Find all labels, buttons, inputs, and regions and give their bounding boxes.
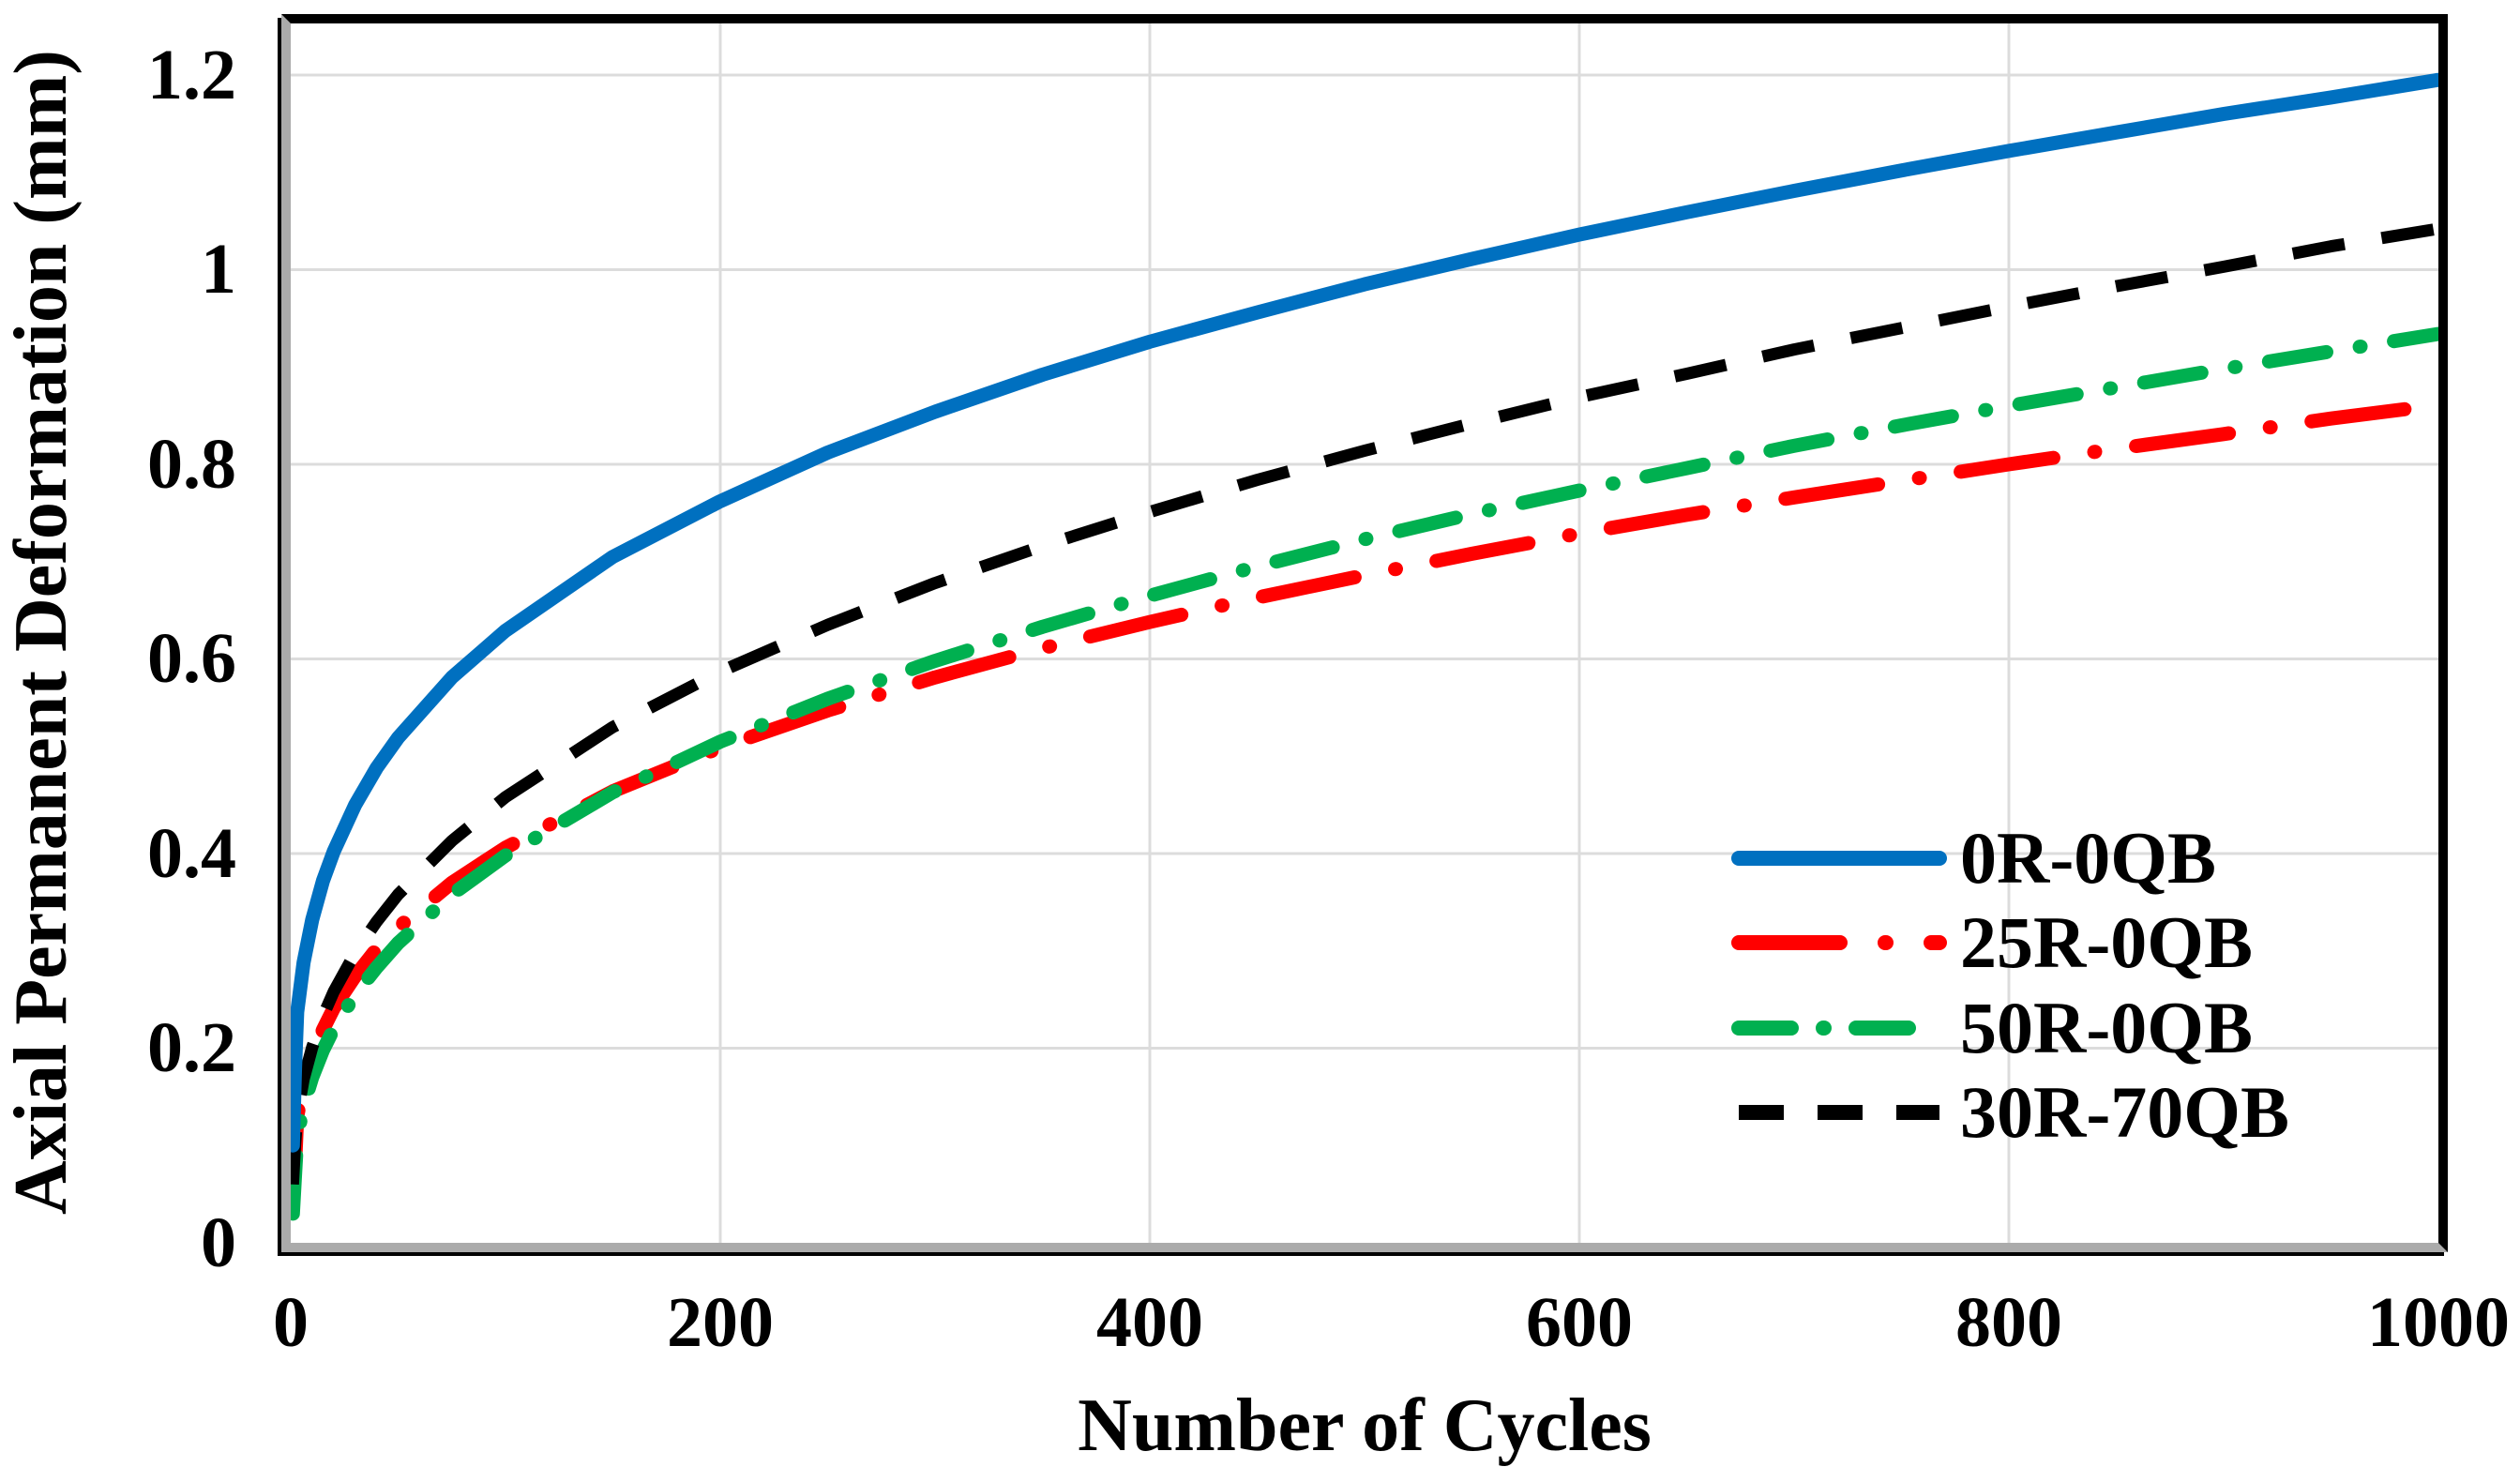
legend-label: 30R-70QB	[1960, 1071, 2289, 1153]
y-tick-label: 0.2	[147, 1008, 236, 1088]
legend-line-sample	[1731, 935, 1947, 950]
x-tick-label: 400	[1096, 1283, 1203, 1362]
series-line-50R-0QB	[291, 326, 2438, 1221]
x-tick-label: 0	[273, 1283, 309, 1362]
legend-label: 25R-0QB	[1960, 901, 2253, 983]
legend-item-30R-70QB: 30R-70QB	[1731, 1070, 2289, 1155]
x-tick-label: 1000	[2367, 1283, 2510, 1362]
legend-item-0R-0QB: 0R-0QB	[1731, 816, 2216, 900]
x-tick-label: 800	[1955, 1283, 2062, 1362]
legend-label: 50R-0QB	[1960, 987, 2253, 1068]
x-tick-label: 200	[667, 1283, 774, 1362]
y-tick-label: 0.8	[147, 424, 236, 504]
legend-item-25R-0QB: 25R-0QB	[1731, 900, 2253, 985]
y-axis-title: Axial Permanent Deformation (mm)	[0, 50, 83, 1215]
y-tick-label: 0	[201, 1203, 236, 1282]
x-tick-label: 600	[1526, 1283, 1633, 1362]
legend-label: 0R-0QB	[1960, 817, 2216, 899]
series-line-0R-0QB	[291, 72, 2438, 1153]
x-axis-title: Number of Cycles	[1078, 1384, 1652, 1467]
legend-line-sample	[1731, 851, 1947, 866]
y-tick-label: 1.2	[147, 35, 236, 114]
y-tick-label: 1	[201, 230, 236, 310]
y-tick-label: 0.6	[147, 619, 236, 699]
y-tick-label: 0.4	[147, 813, 236, 893]
series-line-25R-0QB	[291, 398, 2438, 1211]
plot-area	[281, 14, 2448, 1252]
plot-canvas	[291, 23, 2438, 1243]
legend-line-sample	[1731, 1021, 1947, 1036]
legend-item-50R-0QB: 50R-0QB	[1731, 986, 2253, 1070]
legend-line-sample	[1739, 1105, 1939, 1120]
